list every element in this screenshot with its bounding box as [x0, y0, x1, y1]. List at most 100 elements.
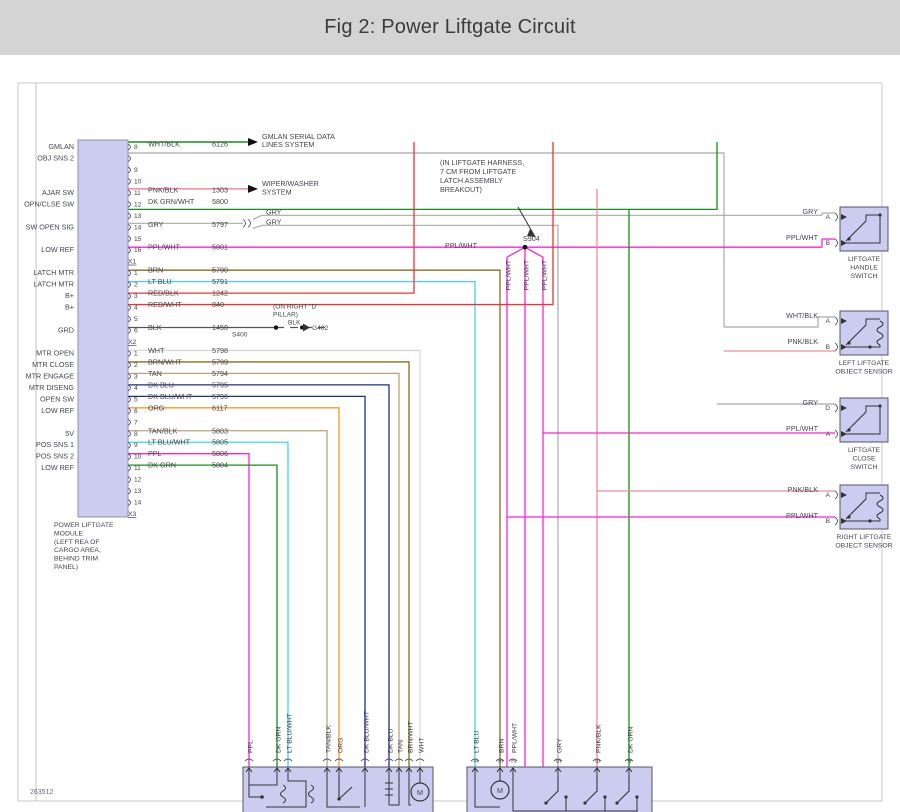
device-caption-line: SWITCH: [851, 464, 878, 471]
motor-wire-label: DK GRN: [276, 726, 283, 753]
latch-wire-label: GRY: [557, 738, 564, 753]
device-pin-label: B: [826, 518, 831, 525]
pin-terminal: [127, 384, 131, 392]
device-caption-line: LEFT LIFTGATE: [839, 360, 890, 367]
module-pin-number: 6: [134, 328, 138, 335]
pplwht-branch-label: PPL/WHT: [506, 260, 513, 290]
device-caption-line: LIFTGATE: [848, 447, 880, 454]
pplwht-branch-label: PPL/WHT: [524, 260, 531, 290]
splice-s400-label: S400: [232, 332, 248, 339]
device-wire-color: PNK/BLK: [788, 337, 819, 346]
harness-note-line: (IN LIFTGATE HARNESS,: [440, 158, 524, 167]
pin-terminal: [127, 418, 131, 426]
module-pin-function: GRD: [58, 326, 74, 335]
connector-label-x1: X1: [128, 259, 137, 266]
module-pin-function: SW OPEN SIG: [26, 222, 75, 231]
ground-wire-color: BLK: [288, 320, 301, 327]
circuit-number-label: 5806: [212, 449, 228, 458]
device-caption-line: OBJECT SENSOR: [835, 368, 892, 375]
module-pin-number: 3: [134, 293, 138, 300]
module-pin-number: 11: [134, 465, 141, 472]
motor-wire-label: TAN/BLK: [326, 725, 333, 753]
latch-terminal: [495, 758, 505, 762]
circuit-number-label: 5801: [212, 243, 228, 252]
latch-terminal: [508, 758, 518, 762]
module-pin-number: 13: [134, 488, 142, 495]
module-pin-function: LOW REF: [41, 406, 74, 415]
module-caption-line: (LEFT REA OF: [54, 539, 100, 546]
module-pin-number: 5: [134, 396, 138, 403]
circuit-number-label: 5794: [212, 369, 228, 378]
latch-wire-label: BRN: [499, 739, 506, 753]
latch-terminal: [624, 758, 634, 762]
wire-network: [128, 138, 835, 767]
wiper-target-line: WIPER/WASHER: [262, 179, 319, 188]
wire-color-label: ORG: [148, 403, 165, 412]
device-caption-line: OBJECT SENSOR: [835, 542, 892, 549]
motor-wire-label: WHT: [419, 738, 426, 753]
module-pin-function: B+: [65, 291, 74, 300]
connector-label-x3: X3: [128, 511, 137, 518]
module-pin-function: POS SNS 1: [36, 440, 74, 449]
ground-symbol: [303, 323, 310, 332]
motor-terminal: [394, 758, 404, 762]
latch-wire-label: PPL/WHT: [512, 723, 519, 753]
module-pin-function: LATCH MTR: [33, 280, 74, 289]
module-pin-number: 6: [134, 408, 138, 415]
wire-color-label: BLK: [148, 323, 162, 332]
harness-note-line: BREAKOUT): [440, 185, 482, 194]
pin-terminal: [127, 464, 131, 472]
pin-terminal: [127, 246, 131, 254]
latch-terminal: [592, 758, 602, 762]
device-caption-line: SWITCH: [851, 273, 878, 280]
module-pin-function: 5V: [65, 429, 74, 438]
circuit-number-label: 5799: [212, 357, 228, 366]
module-pin-number: 9: [134, 442, 138, 449]
device-caption-line: HANDLE: [850, 264, 878, 271]
device-wire-color: GRY: [803, 207, 819, 216]
device-pin-label: A: [826, 431, 831, 438]
module-body: [77, 139, 129, 518]
module-pin-function: LOW REF: [41, 245, 74, 254]
module-pin-number: 12: [134, 477, 142, 484]
circuit-number-label: 1303: [212, 185, 228, 194]
module-pin-function: GMLAN: [48, 142, 74, 151]
device-caption-line: CLOSE: [852, 455, 876, 462]
pin-terminal: [127, 430, 131, 438]
wire-color-label: LT BLU/WHT: [148, 438, 191, 447]
motor-wire-label: TAN: [398, 740, 405, 753]
module-caption-line: PANEL): [54, 564, 78, 571]
circuit-number-label: 5790: [212, 266, 228, 275]
ground-note-line: PILLAR): [273, 312, 298, 319]
pin-terminal: [127, 441, 131, 449]
latch-motor-letter: M: [497, 786, 503, 795]
pplwht-branch-label: PPL/WHT: [542, 260, 549, 290]
motor-terminal: [384, 758, 394, 762]
module-pin-function: MTR ENGAGE: [26, 371, 75, 380]
pin-terminal: [127, 143, 131, 151]
pin-terminal: [127, 281, 131, 289]
wire-color-label: GRY: [148, 220, 164, 229]
device-caption-line: RIGHT LIFTGATE: [837, 534, 892, 541]
device-1: A GRY B PPL/WHT: [786, 206, 889, 252]
module-caption-line: MODULE: [54, 530, 84, 537]
latch-wire-label: LT BLU: [474, 730, 481, 753]
page-title: Fig 2: Power Liftgate Circuit: [324, 16, 576, 38]
gry-label-upper: GRY: [266, 207, 282, 216]
motor-wire-label: ORG: [338, 738, 345, 753]
module-pin-function: OBJ SNS 2: [37, 153, 74, 162]
motor-wire-label: DK BLU/WHT: [364, 711, 371, 753]
circuit-number-label: 5791: [212, 277, 228, 286]
module-pin-function: MTR CLOSE: [32, 360, 74, 369]
pin-terminal: [127, 395, 131, 403]
module-pin-number: 12: [134, 201, 142, 208]
device-terminal: [834, 238, 838, 248]
motor-terminal: [283, 758, 293, 762]
module-pin-function: MTR DISENG: [29, 383, 75, 392]
motor-resistor-2: [308, 784, 314, 804]
module-pin-number: 14: [134, 224, 142, 231]
wiper-target-line: SYSTEM: [262, 188, 292, 197]
device-wire-color: GRY: [803, 398, 819, 407]
wire-color-label: LT BLU: [148, 277, 172, 286]
device-pin-label: A: [826, 214, 831, 221]
